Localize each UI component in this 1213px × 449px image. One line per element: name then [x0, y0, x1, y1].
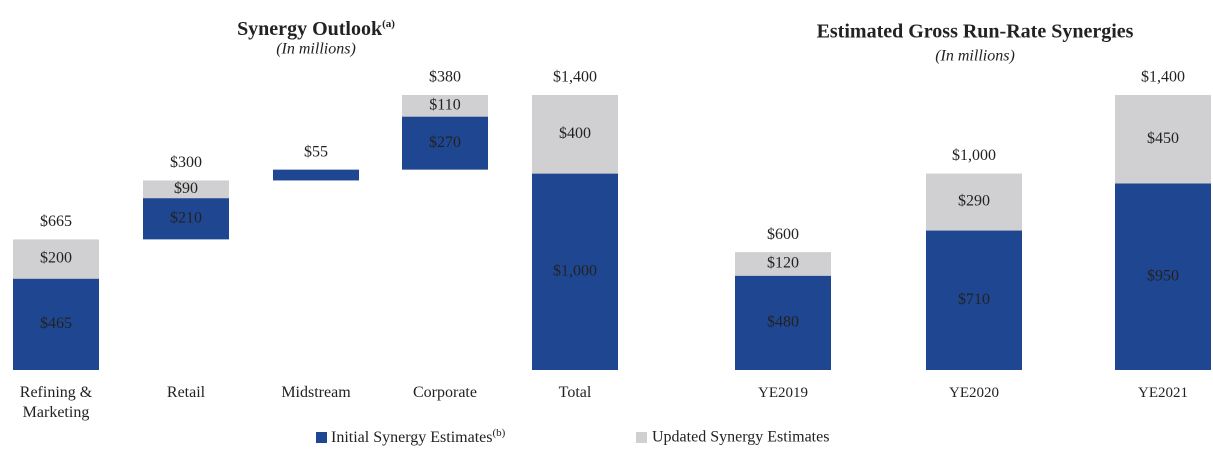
total-label: $1,400 [553, 69, 597, 86]
bar-segment [926, 173, 1022, 231]
bar-segment [532, 95, 618, 174]
value-label: $480 [767, 314, 799, 331]
value-label: $1,000 [553, 262, 597, 279]
value-label: $120 [767, 255, 799, 272]
bar-segment [926, 230, 1022, 370]
total-label: $1,400 [1141, 69, 1185, 86]
bar-segment [532, 173, 618, 370]
x-tick-label: Midstream [281, 384, 351, 401]
total-label: $380 [429, 69, 461, 86]
chart-subtitle: (In millions) [935, 48, 1015, 65]
value-label: $270 [429, 134, 461, 151]
bar-segment [143, 180, 229, 199]
bar-segment [402, 116, 488, 170]
value-label: $210 [170, 209, 202, 226]
total-label: $665 [40, 213, 72, 230]
total-label: $55 [304, 143, 328, 160]
legend-label: Initial Synergy Estimates(b) [331, 427, 506, 446]
value-label: $110 [429, 96, 460, 113]
value-label: $710 [958, 291, 990, 308]
x-tick-label: YE2021 [1138, 385, 1188, 401]
value-label: $290 [958, 193, 990, 210]
total-label: $300 [170, 154, 202, 171]
value-label: $200 [40, 250, 72, 267]
bar-segment [143, 198, 229, 240]
x-tick-label: Corporate [413, 384, 477, 401]
value-label: $400 [559, 125, 591, 142]
value-label: $90 [174, 180, 198, 197]
chart-title: Synergy Outlook(a) [237, 18, 395, 40]
bar-segment [735, 275, 831, 370]
bar-segment [1115, 183, 1211, 370]
bar-segment [735, 252, 831, 276]
bar-segment [1115, 95, 1211, 184]
x-tick-label: Refining & Marketing [19, 384, 93, 421]
value-label: $950 [1147, 267, 1179, 284]
bar-segment [13, 278, 99, 370]
total-label: $600 [767, 226, 799, 243]
bar-segment [273, 169, 359, 181]
legend-label: Updated Synergy Estimates [652, 429, 829, 446]
value-label: $465 [40, 315, 72, 332]
bar-segment [13, 239, 99, 279]
total-label: $1,000 [952, 147, 996, 164]
x-tick-label: Retail [166, 384, 206, 401]
legend-swatch [636, 432, 647, 443]
chart-title: Estimated Gross Run-Rate Synergies [817, 21, 1134, 43]
x-tick-label: YE2019 [758, 385, 808, 401]
x-tick-label: Total [558, 384, 592, 401]
x-tick-label: YE2020 [949, 385, 999, 401]
value-label: $450 [1147, 130, 1179, 147]
bar-segment [402, 95, 488, 117]
chart-subtitle: (In millions) [276, 41, 356, 58]
legend-swatch [316, 432, 327, 443]
